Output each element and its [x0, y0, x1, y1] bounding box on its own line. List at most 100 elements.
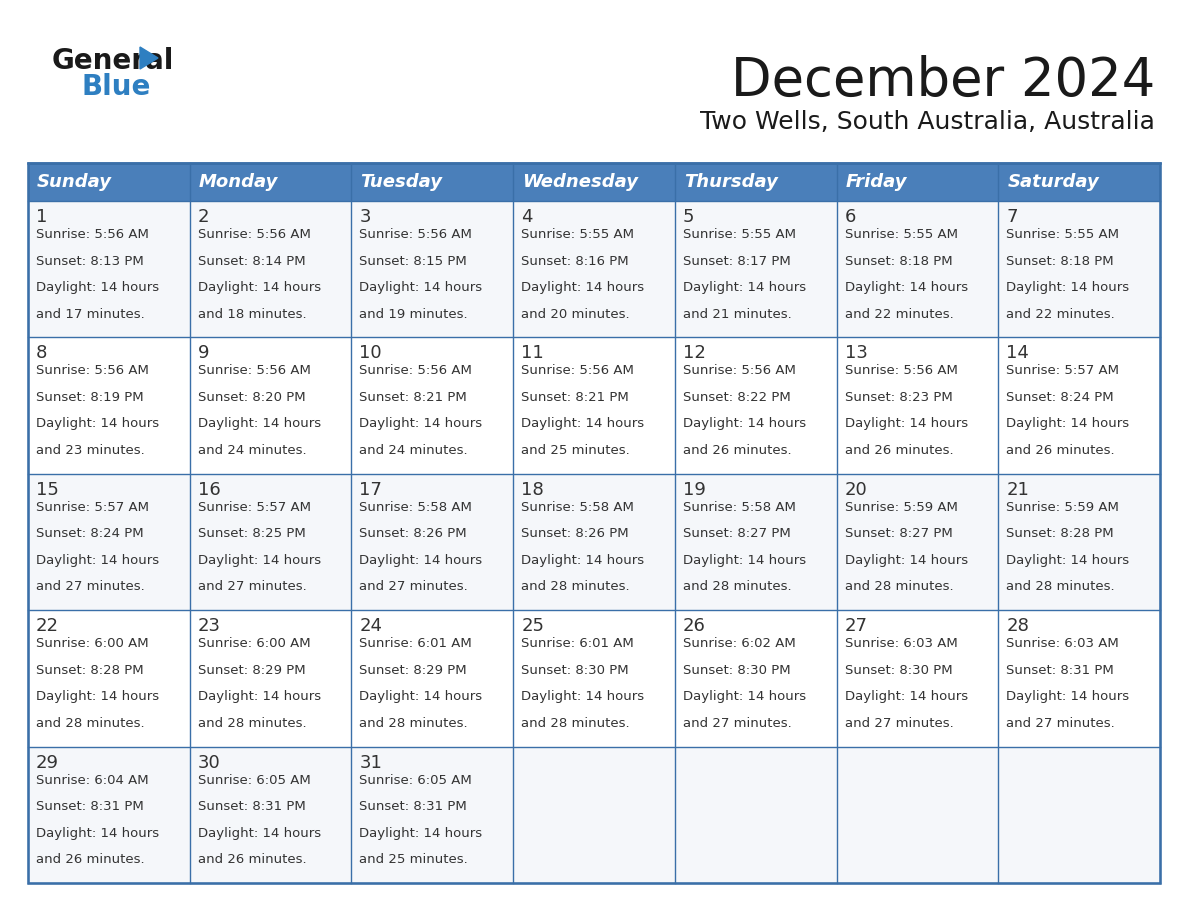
Text: Sunset: 8:29 PM: Sunset: 8:29 PM — [197, 664, 305, 677]
Text: Monday: Monday — [198, 173, 278, 191]
Text: Sunset: 8:14 PM: Sunset: 8:14 PM — [197, 254, 305, 267]
Text: Sunrise: 6:03 AM: Sunrise: 6:03 AM — [845, 637, 958, 650]
Text: Sunset: 8:21 PM: Sunset: 8:21 PM — [522, 391, 628, 404]
Text: Daylight: 14 hours: Daylight: 14 hours — [683, 554, 805, 566]
Text: Daylight: 14 hours: Daylight: 14 hours — [845, 690, 968, 703]
Text: and 26 minutes.: and 26 minutes. — [1006, 444, 1114, 457]
Text: Sunrise: 6:01 AM: Sunrise: 6:01 AM — [522, 637, 634, 650]
Text: Sunset: 8:30 PM: Sunset: 8:30 PM — [683, 664, 790, 677]
Text: 27: 27 — [845, 617, 867, 635]
Text: Daylight: 14 hours: Daylight: 14 hours — [1006, 690, 1130, 703]
Text: Sunrise: 6:00 AM: Sunrise: 6:00 AM — [197, 637, 310, 650]
Text: 24: 24 — [360, 617, 383, 635]
Text: Sunrise: 6:00 AM: Sunrise: 6:00 AM — [36, 637, 148, 650]
Text: 8: 8 — [36, 344, 48, 363]
Text: 17: 17 — [360, 481, 383, 498]
Text: Daylight: 14 hours: Daylight: 14 hours — [197, 281, 321, 294]
Text: 4: 4 — [522, 208, 532, 226]
Text: Sunrise: 5:56 AM: Sunrise: 5:56 AM — [197, 364, 310, 377]
Text: Daylight: 14 hours: Daylight: 14 hours — [522, 281, 644, 294]
Text: and 27 minutes.: and 27 minutes. — [36, 580, 145, 593]
Text: 15: 15 — [36, 481, 59, 498]
Text: 1: 1 — [36, 208, 48, 226]
Text: Daylight: 14 hours: Daylight: 14 hours — [683, 281, 805, 294]
Text: Saturday: Saturday — [1007, 173, 1099, 191]
Text: Daylight: 14 hours: Daylight: 14 hours — [360, 554, 482, 566]
Text: and 23 minutes.: and 23 minutes. — [36, 444, 145, 457]
Bar — [29, 610, 1159, 746]
Text: December 2024: December 2024 — [731, 55, 1155, 107]
Text: Sunset: 8:26 PM: Sunset: 8:26 PM — [360, 527, 467, 541]
Text: Sunrise: 5:58 AM: Sunrise: 5:58 AM — [522, 501, 634, 514]
Text: Sunset: 8:13 PM: Sunset: 8:13 PM — [36, 254, 144, 267]
Text: 29: 29 — [36, 754, 59, 772]
Text: Daylight: 14 hours: Daylight: 14 hours — [36, 554, 159, 566]
Text: Sunset: 8:21 PM: Sunset: 8:21 PM — [360, 391, 467, 404]
Text: Sunrise: 5:56 AM: Sunrise: 5:56 AM — [522, 364, 634, 377]
Text: Sunset: 8:31 PM: Sunset: 8:31 PM — [36, 800, 144, 813]
Text: Daylight: 14 hours: Daylight: 14 hours — [522, 418, 644, 431]
Text: Daylight: 14 hours: Daylight: 14 hours — [360, 826, 482, 840]
Text: Sunset: 8:19 PM: Sunset: 8:19 PM — [36, 391, 144, 404]
Text: Sunrise: 5:56 AM: Sunrise: 5:56 AM — [845, 364, 958, 377]
Bar — [29, 746, 1159, 883]
Text: 25: 25 — [522, 617, 544, 635]
Text: Daylight: 14 hours: Daylight: 14 hours — [36, 418, 159, 431]
Text: Friday: Friday — [846, 173, 908, 191]
Text: and 22 minutes.: and 22 minutes. — [845, 308, 953, 320]
Text: and 17 minutes.: and 17 minutes. — [36, 308, 145, 320]
Text: Sunset: 8:29 PM: Sunset: 8:29 PM — [360, 664, 467, 677]
Text: and 26 minutes.: and 26 minutes. — [197, 853, 307, 867]
Text: and 26 minutes.: and 26 minutes. — [36, 853, 145, 867]
Text: Sunrise: 5:56 AM: Sunrise: 5:56 AM — [683, 364, 796, 377]
Text: Daylight: 14 hours: Daylight: 14 hours — [1006, 418, 1130, 431]
Text: Sunrise: 6:05 AM: Sunrise: 6:05 AM — [197, 774, 310, 787]
Text: and 26 minutes.: and 26 minutes. — [845, 444, 953, 457]
Text: Sunrise: 5:56 AM: Sunrise: 5:56 AM — [36, 364, 148, 377]
Text: Daylight: 14 hours: Daylight: 14 hours — [845, 281, 968, 294]
Text: Daylight: 14 hours: Daylight: 14 hours — [36, 826, 159, 840]
Text: and 28 minutes.: and 28 minutes. — [197, 717, 307, 730]
Text: Sunset: 8:26 PM: Sunset: 8:26 PM — [522, 527, 628, 541]
Text: 23: 23 — [197, 617, 221, 635]
Text: 26: 26 — [683, 617, 706, 635]
Text: Sunset: 8:23 PM: Sunset: 8:23 PM — [845, 391, 953, 404]
Text: Sunrise: 6:01 AM: Sunrise: 6:01 AM — [360, 637, 472, 650]
Text: 30: 30 — [197, 754, 221, 772]
Text: Sunrise: 5:56 AM: Sunrise: 5:56 AM — [360, 228, 473, 241]
Text: Sunset: 8:28 PM: Sunset: 8:28 PM — [36, 664, 144, 677]
Text: and 20 minutes.: and 20 minutes. — [522, 308, 630, 320]
Text: 5: 5 — [683, 208, 694, 226]
Text: 13: 13 — [845, 344, 867, 363]
Text: Sunrise: 5:58 AM: Sunrise: 5:58 AM — [360, 501, 473, 514]
Text: Sunset: 8:30 PM: Sunset: 8:30 PM — [845, 664, 953, 677]
Text: and 25 minutes.: and 25 minutes. — [360, 853, 468, 867]
Text: and 25 minutes.: and 25 minutes. — [522, 444, 630, 457]
Text: 31: 31 — [360, 754, 383, 772]
Text: and 19 minutes.: and 19 minutes. — [360, 308, 468, 320]
Text: Blue: Blue — [82, 73, 151, 101]
Text: Daylight: 14 hours: Daylight: 14 hours — [1006, 281, 1130, 294]
Text: Sunset: 8:17 PM: Sunset: 8:17 PM — [683, 254, 790, 267]
Text: Tuesday: Tuesday — [360, 173, 442, 191]
Text: and 27 minutes.: and 27 minutes. — [360, 580, 468, 593]
Text: and 28 minutes.: and 28 minutes. — [522, 580, 630, 593]
Bar — [29, 201, 1159, 338]
Text: Sunrise: 5:59 AM: Sunrise: 5:59 AM — [845, 501, 958, 514]
Text: Sunrise: 5:56 AM: Sunrise: 5:56 AM — [36, 228, 148, 241]
Text: Daylight: 14 hours: Daylight: 14 hours — [683, 418, 805, 431]
Text: Sunset: 8:25 PM: Sunset: 8:25 PM — [197, 527, 305, 541]
Text: Sunset: 8:27 PM: Sunset: 8:27 PM — [683, 527, 790, 541]
Text: Daylight: 14 hours: Daylight: 14 hours — [845, 418, 968, 431]
Text: 18: 18 — [522, 481, 544, 498]
Text: Sunrise: 5:58 AM: Sunrise: 5:58 AM — [683, 501, 796, 514]
Text: 22: 22 — [36, 617, 59, 635]
Text: 19: 19 — [683, 481, 706, 498]
Text: Sunrise: 6:05 AM: Sunrise: 6:05 AM — [360, 774, 472, 787]
Text: Sunset: 8:18 PM: Sunset: 8:18 PM — [1006, 254, 1114, 267]
Text: and 21 minutes.: and 21 minutes. — [683, 308, 791, 320]
Text: Sunrise: 5:55 AM: Sunrise: 5:55 AM — [683, 228, 796, 241]
Text: Sunrise: 5:57 AM: Sunrise: 5:57 AM — [36, 501, 148, 514]
Text: Sunrise: 5:56 AM: Sunrise: 5:56 AM — [197, 228, 310, 241]
Text: 21: 21 — [1006, 481, 1029, 498]
